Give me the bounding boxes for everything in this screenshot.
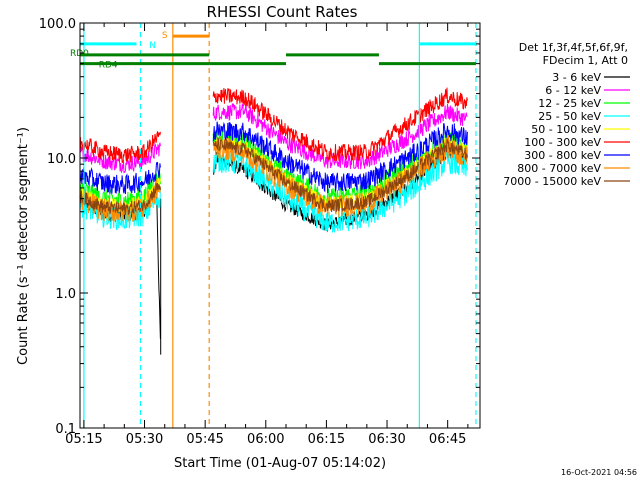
y-tick-label-4: 100.0 bbox=[39, 17, 76, 32]
legend-label-8: 800 - 7000 keV bbox=[517, 162, 601, 175]
legend: Det 1f,3f,4f,5f,6f,9f,FDecim 1, Att 0 3 -… bbox=[503, 41, 630, 188]
render-timestamp: 16-Oct-2021 04:56 bbox=[561, 468, 637, 477]
x-tick-label-6: 06:30 bbox=[368, 432, 405, 447]
y-axis-label: Count Rate (s⁻¹ detector segment⁻¹) bbox=[16, 127, 31, 365]
y-tick-label-2: 1.0 bbox=[55, 287, 76, 302]
annotation-rd4: RD4 bbox=[99, 61, 118, 71]
plot-frame bbox=[79, 22, 481, 429]
x-tick-label-2: 05:30 bbox=[126, 432, 163, 447]
legend-label-6: 100 - 300 keV bbox=[524, 136, 601, 149]
annotation-n: N bbox=[149, 41, 156, 51]
x-tick-label-3: 05:45 bbox=[186, 432, 223, 447]
y-tick-label-3: 10.0 bbox=[47, 152, 76, 167]
legend-label-9: 7000 - 15000 keV bbox=[503, 175, 601, 188]
legend-label-2: 6 - 12 keV bbox=[545, 84, 601, 97]
x-axis-label: Start Time (01-Aug-07 05:14:02) bbox=[174, 456, 386, 471]
legend-label-7: 300 - 800 keV bbox=[524, 149, 601, 162]
legend-label-4: 25 - 50 keV bbox=[538, 110, 601, 123]
series-line-6 bbox=[79, 87, 468, 164]
x-tick-label-7: 06:45 bbox=[429, 432, 466, 447]
series-line-9 bbox=[79, 136, 468, 215]
series-line-2 bbox=[79, 102, 468, 174]
legend-header-2: FDecim 1, Att 0 bbox=[543, 54, 628, 67]
x-tick-label-4: 06:00 bbox=[247, 432, 284, 447]
annotation-s: S bbox=[162, 31, 168, 41]
x-tick-label-1: 05:15 bbox=[65, 432, 102, 447]
x-tick-label-5: 06:15 bbox=[308, 432, 345, 447]
legend-header-1: Det 1f,3f,4f,5f,6f,9f, bbox=[519, 41, 628, 54]
chart-title: RHESSI Count Rates bbox=[207, 3, 358, 21]
legend-label-3: 12 - 25 keV bbox=[538, 97, 601, 110]
series-line-7 bbox=[79, 121, 468, 195]
y-axis: 0.1 1.0 10.0 100.0 bbox=[39, 17, 480, 437]
legend-label-1: 3 - 6 keV bbox=[552, 71, 601, 84]
legend-label-5: 50 - 100 keV bbox=[531, 123, 601, 136]
y-tick-label-1: 0.1 bbox=[55, 422, 76, 437]
x-axis: 05:15 05:30 05:45 06:00 06:15 06:30 06:45 bbox=[65, 23, 469, 447]
